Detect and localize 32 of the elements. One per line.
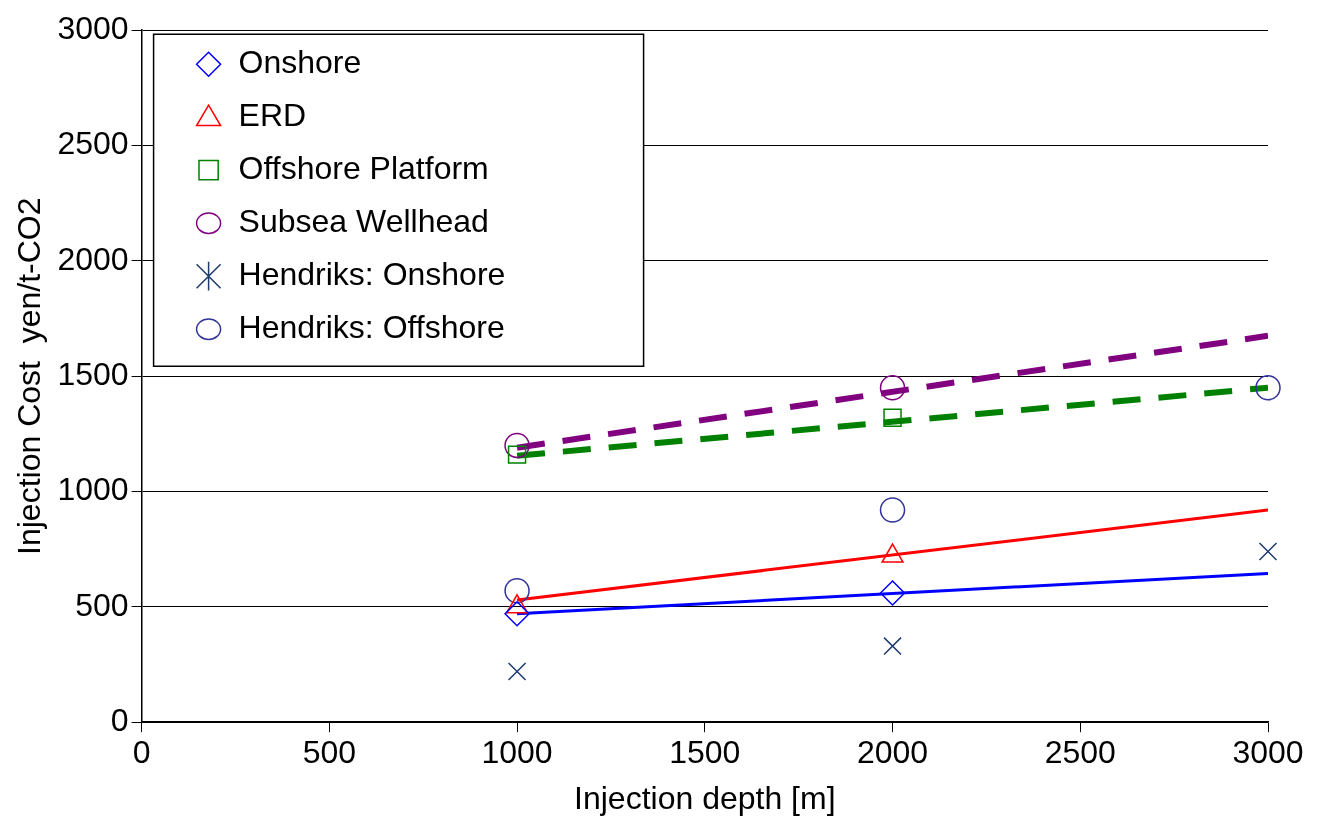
point [504, 577, 530, 604]
y-tick-label: 3000 [57, 10, 129, 47]
y-tick-label: 500 [75, 586, 129, 623]
legend-label: ERD [238, 97, 307, 134]
point [879, 580, 906, 606]
x-tick-label: 500 [302, 734, 357, 771]
y-tick-label: 1500 [57, 356, 129, 393]
point [504, 601, 530, 627]
point [879, 374, 906, 401]
point [883, 408, 902, 427]
point [879, 497, 906, 523]
legend-label: Subsea Wellhead [238, 203, 489, 240]
point [1258, 542, 1278, 561]
point [504, 432, 530, 459]
legend-label: Hendriks: Offshore [238, 309, 505, 346]
legend-label: Hendriks: Onshore [238, 256, 506, 293]
x-tick-label: 2000 [856, 734, 929, 771]
x-tick-label: 1500 [669, 734, 741, 771]
point [1255, 374, 1281, 401]
x-tick-label: 1000 [481, 734, 553, 771]
y-axis-title: Injection Cost yen/t-CO2 [11, 197, 48, 555]
point [883, 636, 902, 656]
x-tick-label: 2500 [1044, 734, 1116, 771]
y-tick-label: 0 [110, 702, 129, 739]
y-tick-label: 2500 [57, 125, 129, 162]
x-tick-label: 3000 [1232, 734, 1304, 771]
legend-label: Offshore Platform [238, 150, 489, 187]
legend-label: Onshore [238, 44, 362, 81]
y-tick-label: 2000 [57, 240, 129, 277]
point [507, 662, 527, 681]
y-tick-label: 1000 [57, 471, 129, 508]
x-axis-title: Injection depth [m] [574, 779, 836, 816]
